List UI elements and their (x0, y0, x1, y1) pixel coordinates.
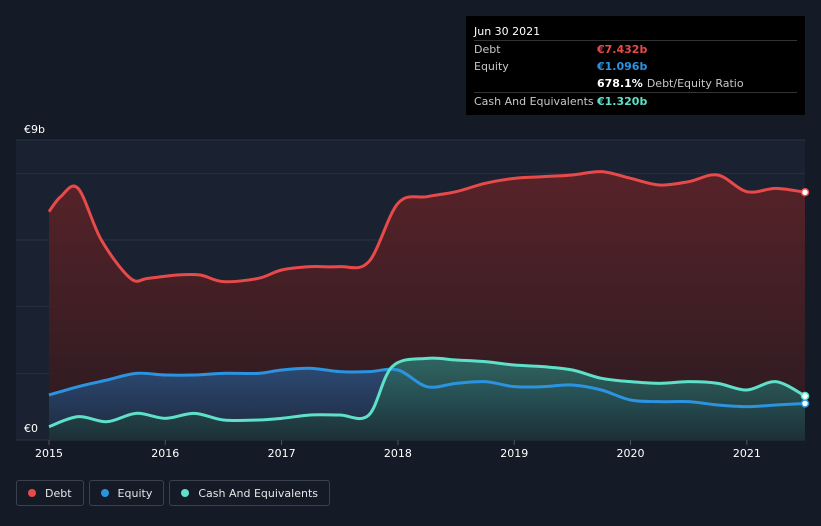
x-tick-label: 2019 (500, 447, 528, 460)
legend-dot-icon (181, 489, 190, 497)
tooltip-ratio-label: Debt/Equity Ratio (646, 77, 744, 90)
debt-line (47, 170, 806, 284)
x-tick-label: 2018 (384, 447, 412, 460)
x-tick-label: 2015 (35, 447, 63, 460)
tooltip-row-ratio: 678.1% Debt/Equity Ratio (474, 75, 797, 92)
legend-dot-icon (28, 489, 36, 497)
tooltip-row-cash: Cash And Equivalents €1.320b (474, 92, 797, 110)
y-tick-label: €0 (24, 422, 38, 435)
legend-item-debt[interactable]: Debt (16, 480, 84, 506)
series-lines (47, 170, 806, 429)
tooltip-label (474, 75, 597, 92)
legend-label: Debt (45, 486, 72, 500)
x-axis-labels: 2015 2016 2017 2018 2019 2020 2021 (35, 440, 761, 460)
legend-dot-icon (100, 489, 109, 497)
y-tick-label: €9b (24, 123, 45, 136)
tooltip-value: 678.1% (597, 77, 643, 90)
x-tick-label: 2017 (268, 447, 296, 460)
equity-line (48, 366, 806, 409)
legend: Debt Equity Cash And Equivalents (16, 480, 330, 506)
legend-item-equity[interactable]: Equity (88, 480, 165, 506)
cash-line (48, 356, 806, 429)
tooltip-row-debt: Debt €7.432b (474, 40, 797, 58)
tooltip-label: Debt (474, 43, 501, 56)
legend-item-cash[interactable]: Cash And Equivalents (169, 480, 330, 506)
x-tick-label: 2016 (151, 447, 179, 460)
y-axis-labels: €9b €0 (24, 123, 45, 435)
series-end-markers (800, 188, 810, 408)
tooltip-value: €1.320b (597, 95, 648, 108)
tooltip-panel: Jun 30 2021 Debt €7.432b Equity €1.096b … (466, 16, 805, 115)
legend-label: Equity (117, 486, 153, 500)
debt-end-marker (800, 188, 810, 197)
legend-label: Cash And Equivalents (198, 486, 318, 500)
tooltip-value: €1.096b (597, 60, 648, 73)
x-tick-label: 2020 (617, 447, 645, 460)
cash-end-marker (800, 391, 810, 401)
cash-area (49, 358, 805, 440)
x-tick-label: 2021 (733, 447, 761, 460)
tooltip-row-equity: Equity €1.096b (474, 58, 797, 75)
tooltip-label: Cash And Equivalents (474, 95, 594, 108)
tooltip-value: €7.432b (597, 43, 648, 56)
equity-end-marker (800, 399, 810, 408)
tooltip-date: Jun 30 2021 (474, 25, 541, 38)
tooltip-label: Equity (474, 60, 509, 73)
